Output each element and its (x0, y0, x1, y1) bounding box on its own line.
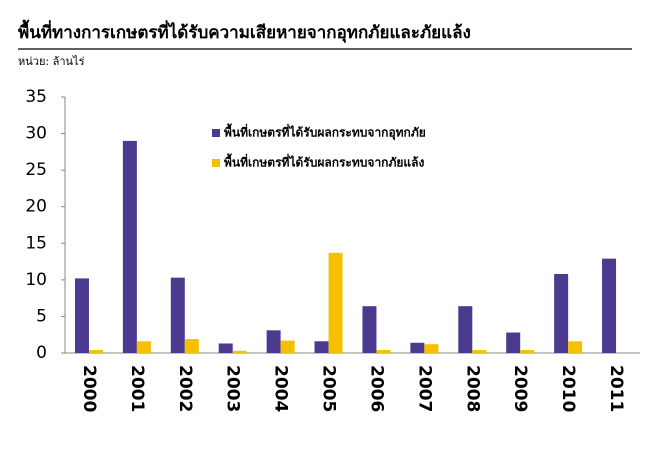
bar (232, 350, 247, 353)
bar (314, 341, 329, 353)
x-tick-label: 2000 (79, 365, 99, 412)
bar (362, 306, 377, 353)
y-tick-label: 0 (36, 343, 47, 363)
bar (554, 274, 569, 353)
x-tick-label: 2006 (366, 365, 386, 412)
bar (136, 341, 151, 353)
bar (472, 350, 487, 353)
bar (170, 277, 185, 353)
chart-title: พื้นที่ทางการเกษตรที่ได้รับความเสียหายจา… (18, 19, 471, 43)
x-tick-label: 2003 (223, 365, 243, 412)
x-tick-label: 2001 (127, 365, 147, 412)
bar (74, 278, 89, 353)
y-tick-label: 35 (25, 87, 47, 107)
y-tick-label: 25 (25, 160, 47, 180)
x-tick-label: 2007 (414, 365, 434, 412)
legend-swatch (212, 129, 220, 137)
x-tick-label: 2011 (606, 365, 626, 412)
bar (602, 258, 617, 353)
bar (376, 350, 391, 353)
y-tick-label: 20 (25, 197, 47, 217)
x-tick-label: 2005 (319, 365, 339, 412)
x-tick-label: 2009 (510, 365, 530, 412)
bar (520, 350, 535, 353)
y-tick-label: 30 (25, 124, 47, 144)
bar (568, 341, 583, 353)
bar (328, 252, 343, 353)
x-tick-label: 2010 (558, 365, 578, 412)
x-tick-label: 2008 (462, 365, 482, 412)
bar (410, 342, 425, 353)
bar (266, 330, 281, 353)
bar (458, 306, 473, 353)
bar (184, 339, 199, 353)
chart-subtitle: หน่วย: ล้านไร่ (18, 55, 85, 68)
bar (218, 343, 233, 353)
bar (122, 140, 137, 353)
y-tick-label: 10 (25, 270, 47, 290)
legend-swatch (212, 159, 220, 167)
x-tick-label: 2002 (175, 365, 195, 412)
bar (88, 350, 103, 353)
legend-label: พื้นที่เกษตรที่ได้รับผลกระทบจากอุทกภัย (224, 123, 426, 141)
x-tick-label: 2004 (271, 365, 291, 412)
bar (280, 340, 295, 353)
y-tick-label: 15 (25, 233, 47, 253)
legend-label: พื้นที่เกษตรที่ได้รับผลกระทบจากภัยแล้ง (224, 153, 424, 170)
bar (424, 344, 439, 353)
y-tick-label: 5 (36, 306, 47, 326)
bar (506, 332, 521, 353)
